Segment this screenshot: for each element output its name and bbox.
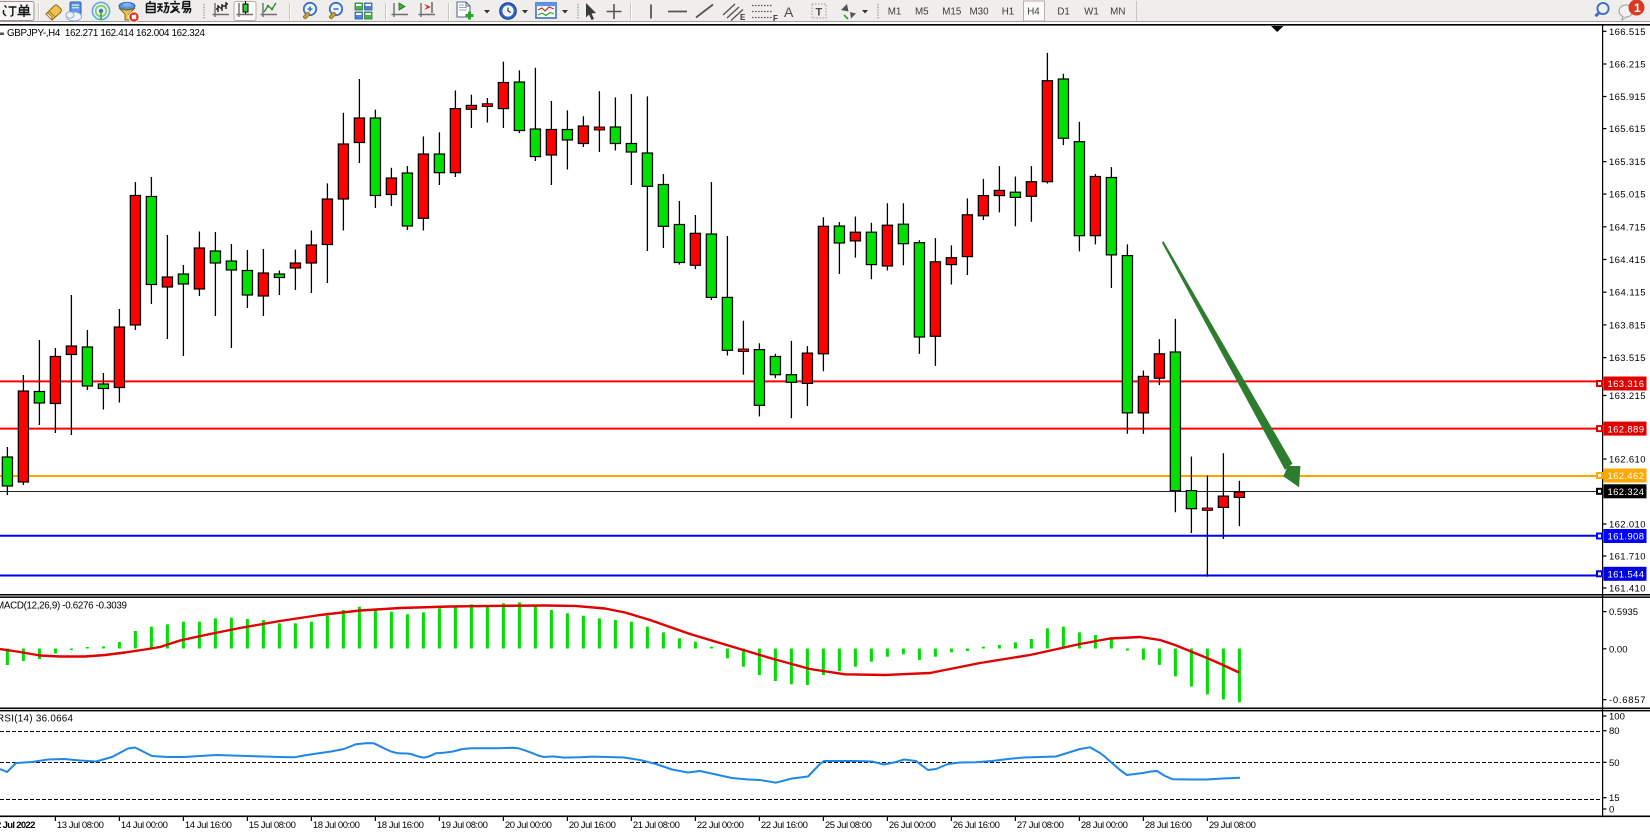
svg-text:166.515: 166.515 <box>1609 27 1646 38</box>
svg-text:M1: M1 <box>888 7 902 18</box>
svg-text:165.315: 165.315 <box>1609 157 1646 168</box>
svg-text:166.215: 166.215 <box>1609 60 1646 71</box>
svg-text:F: F <box>773 14 778 23</box>
svg-text:26 Jul 16:00: 26 Jul 16:00 <box>953 820 1000 831</box>
svg-text:162.610: 162.610 <box>1609 455 1646 466</box>
svg-text:162.889: 162.889 <box>1608 424 1645 435</box>
svg-text:164.715: 164.715 <box>1609 222 1646 233</box>
svg-text:22 Jul 16:00: 22 Jul 16:00 <box>761 820 808 831</box>
svg-text:164.415: 164.415 <box>1609 255 1646 266</box>
svg-text:0.5935: 0.5935 <box>1609 607 1638 618</box>
svg-text:161.710: 161.710 <box>1609 552 1646 563</box>
svg-text:H1: H1 <box>1002 7 1015 18</box>
svg-text:18 Jul 16:00: 18 Jul 16:00 <box>377 820 424 831</box>
svg-text:E: E <box>740 13 746 22</box>
svg-text:164.115: 164.115 <box>1609 288 1646 299</box>
svg-text:18 Jul 00:00: 18 Jul 00:00 <box>313 820 360 831</box>
svg-text:22 Jul 00:00: 22 Jul 00:00 <box>697 820 744 831</box>
svg-text:0.00: 0.00 <box>1609 644 1628 655</box>
svg-text:165.915: 165.915 <box>1609 92 1646 103</box>
svg-text:14 Jul 00:00: 14 Jul 00:00 <box>121 820 168 831</box>
svg-text:MN: MN <box>1110 7 1125 18</box>
svg-text:26 Jul 00:00: 26 Jul 00:00 <box>889 820 936 831</box>
svg-text:161.410: 161.410 <box>1609 584 1646 595</box>
svg-text:163.316: 163.316 <box>1608 379 1645 390</box>
svg-text:165.015: 165.015 <box>1609 190 1646 201</box>
svg-text:T: T <box>816 7 823 19</box>
svg-text:100: 100 <box>1609 712 1625 723</box>
svg-text:1: 1 <box>1634 1 1641 15</box>
svg-text:162.462: 162.462 <box>1608 471 1645 482</box>
svg-text:165.615: 165.615 <box>1609 124 1646 135</box>
svg-text:15: 15 <box>1609 793 1620 804</box>
svg-text:19 Jul 08:00: 19 Jul 08:00 <box>441 820 488 831</box>
svg-text:12 Jul 2022: 12 Jul 2022 <box>0 820 35 831</box>
svg-text:H4: H4 <box>1027 7 1040 18</box>
svg-text:20 Jul 00:00: 20 Jul 00:00 <box>505 820 552 831</box>
svg-text:50: 50 <box>1609 758 1620 769</box>
svg-text:M30: M30 <box>969 7 989 18</box>
svg-text:27 Jul 08:00: 27 Jul 08:00 <box>1017 820 1064 831</box>
svg-text:28 Jul 00:00: 28 Jul 00:00 <box>1081 820 1128 831</box>
svg-text:29 Jul 08:00: 29 Jul 08:00 <box>1209 820 1256 831</box>
svg-text:MACD(12,26,9) -0.6276 -0.3039: MACD(12,26,9) -0.6276 -0.3039 <box>0 601 127 612</box>
svg-text:161.544: 161.544 <box>1608 570 1645 581</box>
svg-text:14 Jul 16:00: 14 Jul 16:00 <box>185 820 232 831</box>
svg-text:15 Jul 08:00: 15 Jul 08:00 <box>249 820 296 831</box>
svg-text:163.515: 163.515 <box>1609 353 1646 364</box>
svg-text:0: 0 <box>1609 805 1614 816</box>
svg-text:80: 80 <box>1609 726 1620 737</box>
svg-text:13 Jul 08:00: 13 Jul 08:00 <box>57 820 104 831</box>
svg-text:21 Jul 08:00: 21 Jul 08:00 <box>633 820 680 831</box>
svg-text:25 Jul 08:00: 25 Jul 08:00 <box>825 820 872 831</box>
svg-text:162.324: 162.324 <box>1608 487 1645 498</box>
svg-text:-0.6857: -0.6857 <box>1609 695 1646 706</box>
svg-text:28 Jul 16:00: 28 Jul 16:00 <box>1145 820 1192 831</box>
svg-text:A: A <box>784 4 794 20</box>
svg-text:162.010: 162.010 <box>1609 520 1646 531</box>
svg-text:161.908: 161.908 <box>1608 532 1645 543</box>
svg-text:20 Jul 16:00: 20 Jul 16:00 <box>569 820 616 831</box>
svg-text:D1: D1 <box>1057 7 1070 18</box>
svg-text:M5: M5 <box>915 7 929 18</box>
svg-text:GBPJPY-,H4 162.271 162.414 16: GBPJPY-,H4 162.271 162.414 162.004 162.3… <box>7 28 206 39</box>
svg-text:163.815: 163.815 <box>1609 320 1646 331</box>
svg-text:M15: M15 <box>942 7 962 18</box>
svg-text:RSI(14) 36.0664: RSI(14) 36.0664 <box>0 714 74 725</box>
svg-text:W1: W1 <box>1084 7 1099 18</box>
svg-text:163.215: 163.215 <box>1609 391 1646 402</box>
